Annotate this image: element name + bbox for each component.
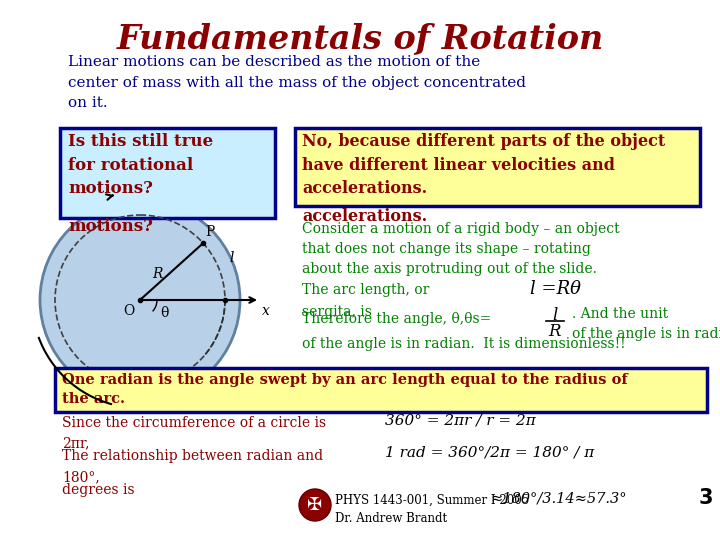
Text: No, because different parts of the object
have different linear velocities and
a: No, because different parts of the objec…	[302, 133, 665, 197]
Text: . And the unit
of the angle is in radian.  It: . And the unit of the angle is in radian…	[572, 307, 720, 341]
Text: Fundamentals of Rotation: Fundamentals of Rotation	[117, 22, 603, 55]
Text: l: l	[230, 251, 234, 265]
Text: l =Rθ: l =Rθ	[530, 280, 581, 298]
Text: 2πr,: 2πr,	[62, 436, 89, 450]
Text: accelerations.: accelerations.	[302, 208, 427, 225]
Text: Linear motions can be described as the motion of the
center of mass with all the: Linear motions can be described as the m…	[68, 55, 526, 110]
Text: P: P	[205, 225, 215, 239]
Text: Therefore the angle, θ,θs=: Therefore the angle, θ,θs=	[302, 312, 491, 326]
Text: The arc length, or: The arc length, or	[302, 283, 429, 297]
Text: 3: 3	[698, 488, 714, 508]
Text: x: x	[262, 304, 270, 318]
Circle shape	[299, 489, 331, 521]
Text: of the angle is in radian.  It is dimensionless!!: of the angle is in radian. It is dimensi…	[302, 337, 626, 351]
Text: Consider a motion of a rigid body – an object
that does not change its shape – r: Consider a motion of a rigid body – an o…	[302, 222, 620, 276]
Text: ✠: ✠	[307, 496, 323, 514]
Text: ≈180°/3.14≈57.3°: ≈180°/3.14≈57.3°	[490, 491, 626, 505]
FancyBboxPatch shape	[55, 368, 707, 412]
Text: Is this still true
for rotational
motions?: Is this still true for rotational motion…	[68, 133, 213, 197]
Text: O: O	[122, 304, 134, 318]
Text: 180°,: 180°,	[62, 470, 100, 484]
Text: One radian is the angle swept by an arc length equal to the radius of
the arc.: One radian is the angle swept by an arc …	[62, 373, 628, 406]
Text: sergita, is: sergita, is	[302, 305, 372, 319]
Text: R: R	[153, 267, 163, 281]
FancyBboxPatch shape	[60, 128, 275, 218]
Text: θ: θ	[160, 306, 168, 320]
Text: The relationship between radian and: The relationship between radian and	[62, 449, 323, 463]
Text: PHYS 1443-001, Summer I 2005
Dr. Andrew Brandt: PHYS 1443-001, Summer I 2005 Dr. Andrew …	[335, 494, 529, 525]
Text: Since the circumference of a circle is: Since the circumference of a circle is	[62, 416, 326, 430]
Circle shape	[40, 200, 240, 400]
Text: 1 rad = 360°/2π = 180° / π: 1 rad = 360°/2π = 180° / π	[385, 446, 594, 460]
Text: 360° = 2πr / r = 2π: 360° = 2πr / r = 2π	[385, 413, 536, 427]
Text: l: l	[552, 307, 558, 324]
FancyBboxPatch shape	[295, 128, 700, 206]
Text: degrees is: degrees is	[62, 483, 135, 497]
Text: motions?: motions?	[68, 218, 153, 235]
Text: R: R	[549, 323, 562, 340]
